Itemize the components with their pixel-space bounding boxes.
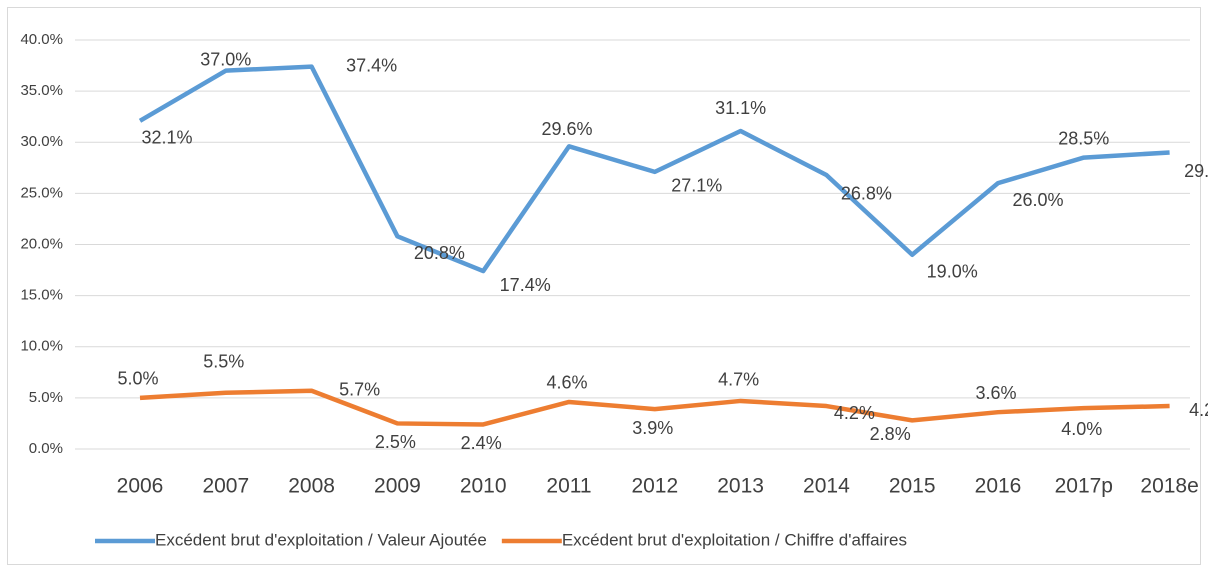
y-tick-label: 40.0% (20, 31, 63, 48)
data-label: 19.0% (927, 261, 978, 281)
x-tick-label: 2008 (288, 475, 335, 498)
data-label: 5.0% (117, 369, 158, 389)
data-label: 37.0% (200, 49, 251, 69)
x-tick-label: 2013 (717, 475, 764, 498)
data-label: 5.5% (203, 352, 244, 372)
data-label: 28.5% (1058, 128, 1109, 148)
data-label: 4.7% (718, 370, 759, 390)
x-tick-label: 2015 (889, 475, 936, 498)
y-tick-label: 15.0% (20, 287, 63, 304)
data-label: 29.0% (1184, 161, 1208, 181)
data-label: 2.5% (375, 432, 416, 452)
chart-border (7, 7, 1201, 565)
x-tick-label: 2018e (1140, 475, 1198, 498)
y-tick-label: 20.0% (20, 235, 63, 252)
x-tick-label: 2016 (975, 475, 1022, 498)
series-line (139, 388, 1170, 427)
x-tick-label: 2007 (202, 475, 249, 498)
data-label: 4.2% (1189, 400, 1208, 420)
data-label: 37.4% (346, 55, 397, 75)
data-label: 4.2% (834, 403, 875, 423)
data-label: 27.1% (671, 176, 722, 196)
legend-label: Excédent brut d'exploitation / Chiffre d… (562, 530, 907, 549)
data-label: 26.8% (841, 184, 892, 204)
data-label: 31.1% (715, 98, 766, 118)
data-label: 26.0% (1012, 190, 1063, 210)
data-label: 4.0% (1061, 419, 1102, 439)
y-tick-label: 10.0% (20, 338, 63, 355)
data-label: 2.4% (461, 433, 502, 453)
legend-label: Excédent brut d'exploitation / Valeur Aj… (155, 530, 487, 549)
y-tick-label: 35.0% (20, 82, 63, 99)
y-tick-label: 30.0% (20, 133, 63, 150)
x-tick-label: 2011 (546, 475, 591, 498)
data-label: 5.7% (339, 379, 380, 399)
x-tick-label: 2009 (374, 475, 421, 498)
data-label: 32.1% (141, 128, 192, 148)
y-tick-label: 0.0% (29, 440, 63, 457)
x-tick-label: 2017p (1055, 475, 1113, 498)
series-line (138, 64, 1170, 274)
data-label: 3.6% (975, 383, 1016, 403)
data-label: 17.4% (500, 275, 551, 295)
data-label: 4.6% (546, 373, 587, 393)
x-tick-label: 2006 (117, 475, 164, 498)
y-tick-label: 25.0% (20, 184, 63, 201)
data-label: 3.9% (632, 418, 673, 438)
x-tick-label: 2014 (803, 475, 850, 498)
x-tick-label: 2010 (460, 475, 507, 498)
x-tick-label: 2012 (631, 475, 678, 498)
data-label: 2.8% (870, 424, 911, 444)
data-label: 29.6% (541, 119, 592, 139)
y-tick-label: 5.0% (29, 389, 63, 406)
data-label: 20.8% (414, 243, 465, 263)
